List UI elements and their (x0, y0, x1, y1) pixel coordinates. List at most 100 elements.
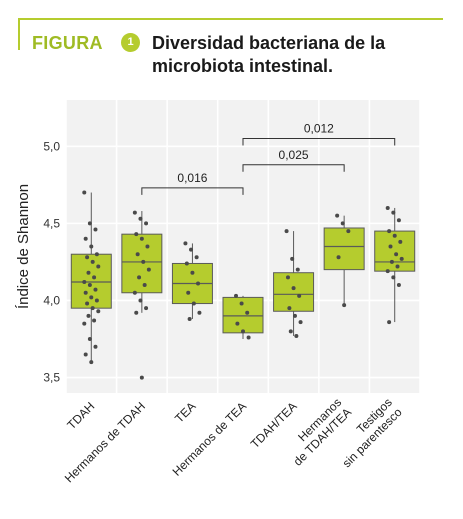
data-point (142, 283, 147, 288)
data-point (396, 218, 401, 223)
y-tick-label: 4,0 (43, 293, 60, 307)
data-point (396, 283, 401, 288)
data-point (336, 255, 341, 260)
x-tick-label-line: TEA (172, 399, 198, 425)
data-point (89, 244, 94, 249)
significance-bracket (141, 187, 244, 195)
data-point (92, 318, 97, 323)
y-axis-label: Índice de Shannon (15, 184, 32, 309)
data-point (340, 221, 345, 226)
data-point (387, 229, 392, 234)
data-point (395, 264, 400, 269)
figure-title: Diversidad bacteriana de la microbiota i… (152, 33, 386, 76)
data-point (135, 252, 140, 257)
data-point (139, 236, 144, 241)
data-point (132, 210, 137, 215)
data-point (94, 252, 99, 257)
data-point (190, 270, 195, 275)
y-tick-label: 3,5 (43, 371, 60, 385)
data-point (138, 298, 143, 303)
data-point (235, 321, 240, 326)
data-point (342, 303, 347, 308)
data-point (83, 236, 88, 241)
data-point (93, 227, 98, 232)
data-point (146, 267, 151, 272)
data-point (134, 310, 139, 315)
data-point (90, 259, 95, 264)
y-tick-label: 5,0 (43, 139, 60, 153)
p-value-label: 0,016 (177, 171, 207, 185)
data-point (291, 286, 296, 291)
significance-bracket (242, 164, 345, 172)
data-point (90, 306, 95, 311)
data-point (346, 229, 351, 234)
data-point (287, 306, 292, 311)
data-point (292, 313, 297, 318)
data-point (83, 352, 88, 357)
data-point (392, 233, 397, 238)
data-point (184, 261, 189, 266)
significance-bracket (242, 138, 396, 146)
data-point (82, 190, 87, 195)
box (323, 227, 365, 271)
box (374, 230, 416, 272)
data-point (388, 244, 393, 249)
data-point (94, 298, 99, 303)
data-point (93, 344, 98, 349)
data-point (241, 329, 245, 334)
data-point (86, 270, 91, 275)
data-point (145, 244, 150, 249)
data-point (96, 264, 101, 269)
data-point (288, 329, 293, 334)
x-tick-label: TDAH/TEA (248, 399, 300, 451)
data-point (83, 290, 88, 295)
data-point (87, 221, 92, 226)
data-point (144, 221, 149, 226)
data-point (389, 259, 394, 264)
data-point (239, 301, 244, 306)
data-point (89, 295, 94, 300)
data-point (285, 275, 290, 280)
data-point (186, 290, 191, 295)
data-point (335, 213, 340, 218)
data-point (197, 310, 202, 315)
data-point (387, 320, 392, 325)
data-point (295, 267, 300, 272)
data-point (134, 232, 139, 237)
data-point (87, 337, 92, 342)
data-point (191, 301, 196, 306)
data-point (245, 310, 250, 315)
data-point (385, 269, 390, 274)
data-point (246, 335, 251, 340)
data-point (297, 293, 302, 298)
data-point (294, 333, 299, 338)
data-point (298, 320, 303, 325)
data-point (92, 275, 97, 280)
figure-number-badge: 1 (121, 33, 140, 52)
data-point (391, 275, 396, 280)
data-point (93, 287, 98, 292)
p-value-label: 0,025 (279, 148, 309, 162)
data-point (82, 321, 87, 326)
data-point (399, 256, 404, 261)
x-tick-label: TEA (172, 399, 198, 425)
data-point (86, 313, 91, 318)
data-point (96, 309, 101, 314)
figure-label: FIGURA (32, 33, 103, 53)
x-tick-label-line: TDAH/TEA (248, 399, 300, 451)
x-tick-label-line: TDAH (64, 399, 97, 432)
data-point (187, 316, 192, 321)
data-point (141, 259, 146, 264)
data-point (196, 281, 201, 286)
data-point (189, 247, 194, 252)
header-rule-top (18, 18, 443, 20)
data-point (87, 283, 92, 288)
data-point (138, 216, 143, 221)
data-point (132, 290, 137, 295)
data-point (89, 360, 94, 365)
data-point (85, 301, 90, 306)
x-tick-label: TDAH (64, 399, 97, 432)
data-point (284, 229, 289, 234)
header-rule-left (18, 18, 20, 50)
box (121, 233, 163, 294)
